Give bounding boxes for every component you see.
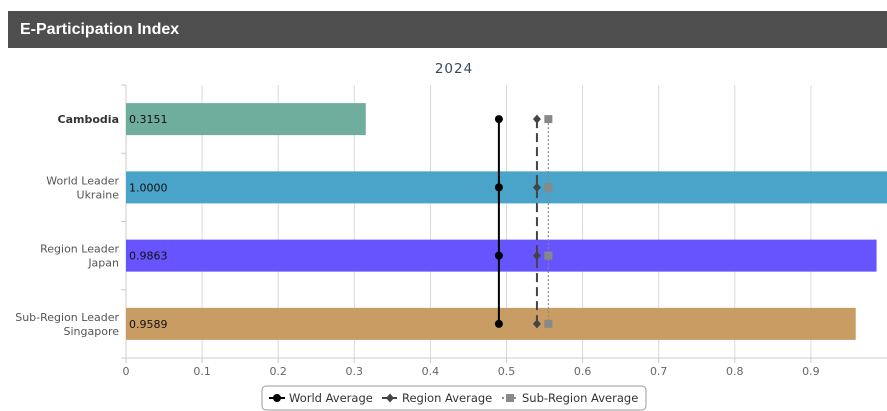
bar[interactable] (126, 171, 887, 204)
category-label-line: Japan (87, 257, 119, 270)
marker-diamond (532, 114, 541, 124)
bar[interactable] (126, 307, 856, 340)
category-label-line: Ukraine (77, 188, 120, 201)
legend-item[interactable]: Sub-Region Average (502, 391, 638, 405)
x-tick-label: 0.9 (802, 365, 820, 378)
marker-circle (494, 183, 503, 192)
legend-item[interactable]: Region Average (382, 391, 492, 405)
x-tick-label: 0.3 (346, 365, 364, 378)
marker-diamond (386, 393, 394, 403)
x-tick-label: 0.7 (650, 365, 668, 378)
legend-label: Sub-Region Average (522, 391, 638, 405)
marker-circle (273, 394, 281, 402)
x-tick-label: 0.8 (726, 365, 744, 378)
legend-label: World Average (289, 391, 373, 405)
legend-label: Region Average (402, 391, 492, 405)
x-tick-label: 0.2 (269, 365, 287, 378)
category-label: Region Leader Japan (40, 243, 119, 270)
data-label: 0.9863 (129, 250, 168, 263)
marker-square (506, 394, 514, 402)
marker-circle (494, 115, 503, 124)
marker-circle (494, 251, 503, 260)
marker-diamond (532, 182, 541, 192)
data-label: 1.0000 (129, 181, 168, 194)
marker-square (544, 251, 553, 260)
x-axis: 0 0.1 0.2 0.3 0.4 0.5 0.6 0.7 0.8 0.9 (123, 357, 887, 378)
data-label: 0.9589 (129, 318, 168, 331)
legend-box (261, 385, 647, 411)
category-label-line: Singapore (64, 325, 120, 338)
panel-header: E-Participation Index (8, 11, 887, 48)
category-label-line: World Leader (46, 174, 119, 187)
category-label: Cambodia (58, 113, 119, 126)
data-label: 0.3151 (129, 113, 168, 126)
marker-square (544, 319, 553, 328)
category-label-line: Region Leader (40, 243, 119, 256)
marker-circle (494, 319, 503, 328)
x-tick-label: 0.1 (193, 365, 211, 378)
x-tick-label: 0.5 (498, 365, 516, 378)
x-tick-label: 0 (123, 365, 130, 378)
panel-title: E-Participation Index (20, 21, 180, 38)
legend-item[interactable]: World Average (269, 391, 373, 405)
bar[interactable] (126, 103, 366, 136)
category-label-line: Cambodia (58, 113, 119, 126)
x-tick-label: 0.4 (422, 365, 440, 378)
category-label: Sub-Region Leader Singapore (15, 311, 119, 338)
marker-diamond (532, 251, 541, 261)
y-axis: Cambodia World Leader Ukraine Region Leader… (15, 84, 127, 359)
marker-square (544, 183, 553, 192)
category-label: World Leader Ukraine (46, 174, 119, 201)
marker-square (544, 115, 553, 124)
legend[interactable]: World Average Region Average Sub-Region Av… (261, 385, 647, 411)
x-tick-label: 0.6 (574, 365, 592, 378)
chart-title: 2024 (435, 61, 473, 77)
category-label-line: Sub-Region Leader (15, 311, 119, 324)
marker-diamond (532, 319, 541, 329)
reference-lines (494, 114, 553, 329)
